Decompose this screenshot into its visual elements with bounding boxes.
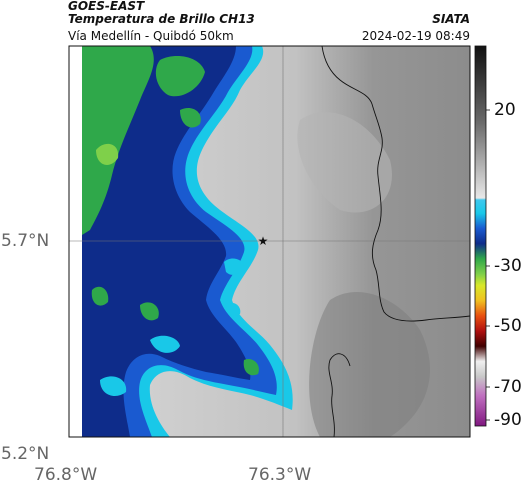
- lat-tick-5-7: 5.7°N: [1, 231, 50, 251]
- colorbar-tick-neg30: -30: [494, 256, 522, 276]
- organization-label: SIATA: [432, 12, 470, 26]
- colorbar-tick-neg70: -70: [494, 377, 522, 397]
- cloud-core-navy: [82, 46, 251, 437]
- lon-tick-76-8: 76.8°W: [34, 465, 98, 485]
- cold-cloud-tops-green: [82, 46, 154, 235]
- satellite-name: GOES-EAST: [68, 0, 145, 13]
- timestamp-label: 2024-02-19 08:49: [361, 29, 470, 43]
- department-boundary: [321, 46, 470, 322]
- reference-site-marker: ★: [258, 234, 269, 248]
- product-title: Temperatura de Brillo CH13: [68, 12, 255, 26]
- plot-frame: [68, 45, 471, 438]
- colorbar-tick-neg90: -90: [494, 410, 522, 430]
- lat-tick-5-2: 5.2°N: [1, 444, 50, 464]
- colorbar-tick-20: 20: [494, 100, 516, 120]
- colorbar: [474, 45, 487, 427]
- lon-tick-76-3: 76.3°W: [248, 465, 312, 485]
- colorbar-tick-neg50: -50: [494, 316, 522, 336]
- region-label: Vía Medellín - Quibdó 50km: [68, 29, 234, 43]
